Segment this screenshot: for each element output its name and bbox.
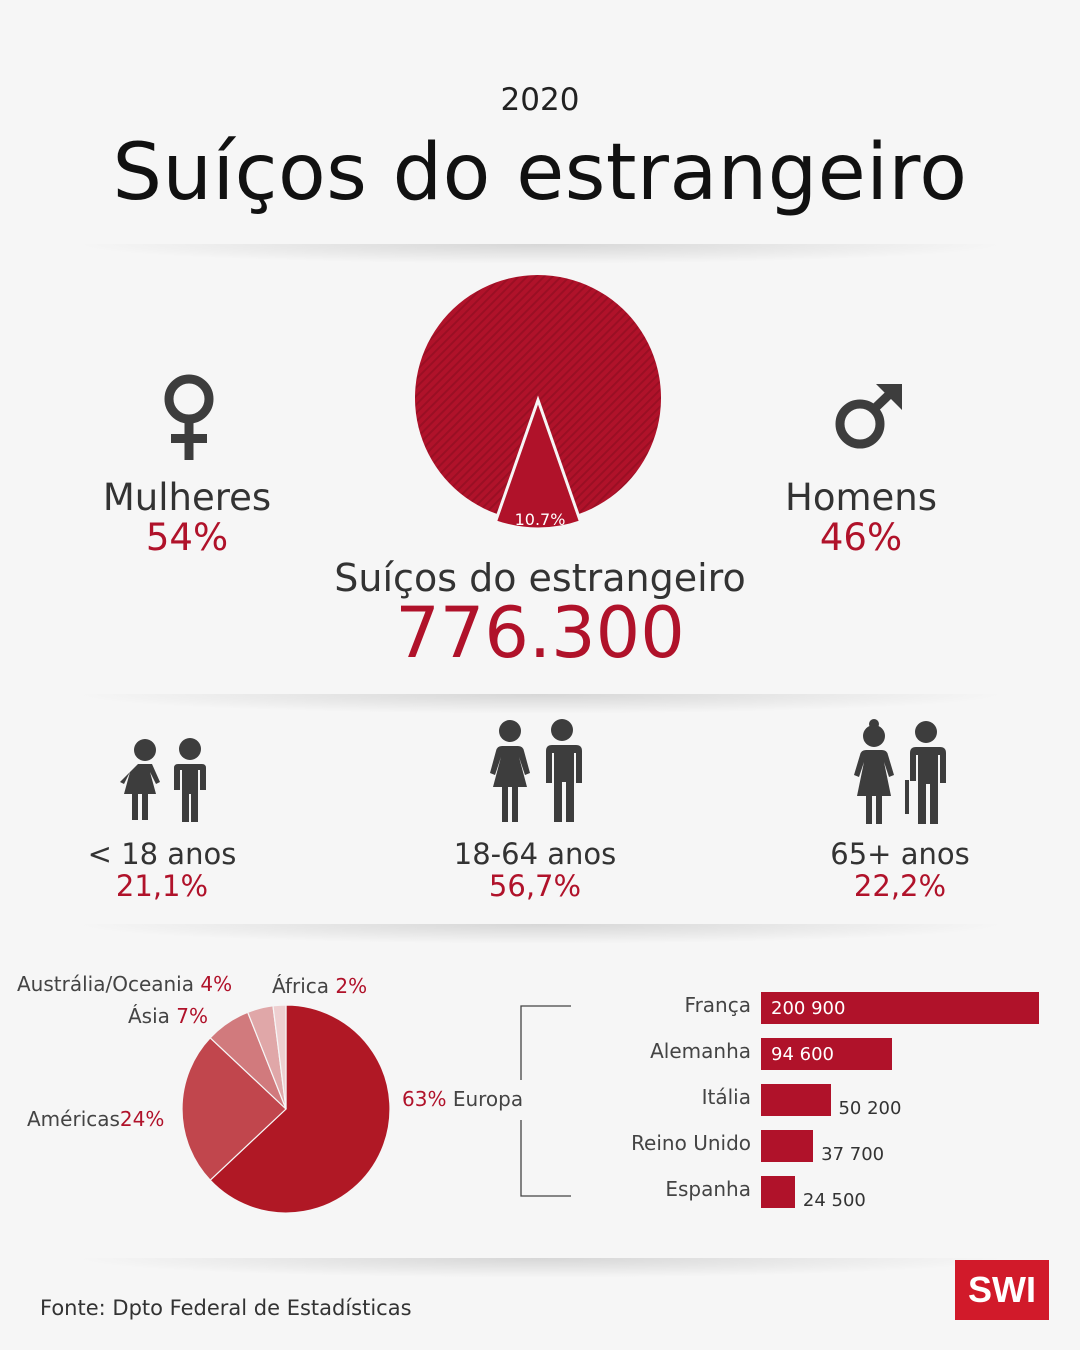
bar-category-label: França	[684, 993, 751, 1017]
divider	[70, 924, 1010, 944]
abroad-total: 776.300	[395, 592, 685, 674]
age-group-value: 56,7%	[488, 869, 582, 903]
pie-label-americas: Américas24%	[27, 1107, 165, 1131]
bar-category-label: Espanha	[665, 1177, 751, 1201]
divider	[70, 1258, 1010, 1278]
female-icon	[164, 374, 214, 460]
seniors-icon	[854, 719, 946, 824]
divider	[70, 694, 1010, 714]
pie-slice-0	[209, 1004, 391, 1214]
male-icon	[835, 384, 902, 449]
pie-label-asia: Ásia 7%	[128, 1004, 209, 1028]
source-note: Fonte: Dpto Federal de Estadísticas	[40, 1296, 412, 1320]
bar	[761, 992, 1039, 1024]
age-group-value: 22,2%	[853, 869, 947, 903]
bar	[761, 1130, 814, 1162]
pie-label-africa: África 2%	[272, 974, 368, 998]
age-group-label: 18-64 anos	[453, 837, 617, 871]
bar-category-label: Itália	[701, 1085, 751, 1109]
pie-label-europe: 63% Europa	[402, 1087, 524, 1111]
continent-pie	[181, 1004, 391, 1214]
abroad-share-label: 10.7%	[515, 510, 566, 529]
bar-category-label: Alemanha	[650, 1039, 751, 1063]
age-group-label: 65+ anos	[830, 837, 970, 871]
men-value: 46%	[819, 516, 903, 559]
pie-slice-rest	[414, 275, 661, 515]
abroad-share-pie: 10.7%	[414, 275, 661, 531]
women-label: Mulheres	[102, 476, 272, 519]
swi-logo: SWI	[955, 1260, 1049, 1320]
bar-value-label: 24 500	[802, 1190, 866, 1211]
bar-value-label: 200 900	[771, 998, 846, 1019]
bar-value-label: 37 700	[821, 1144, 885, 1165]
pie-label-oceania: Austrália/Oceania 4%	[17, 972, 233, 996]
page-title: Suíços do estrangeiro	[112, 128, 968, 218]
bar	[761, 1038, 892, 1070]
adults-icon	[490, 719, 582, 822]
europe-bracket	[520, 1005, 571, 1197]
pie-slice-4	[272, 1004, 287, 1110]
men-label: Homens	[785, 476, 937, 519]
bar	[761, 1176, 795, 1208]
pie-slice-abroad	[493, 395, 583, 531]
divider	[70, 244, 1010, 264]
age-group-value: 21,1%	[115, 869, 209, 903]
pie-slice-1	[181, 1036, 287, 1182]
year-label: 2020	[500, 82, 580, 118]
children-icon	[120, 738, 206, 822]
bar-value-label: 50 200	[838, 1098, 902, 1119]
age-group-label: < 18 anos	[87, 837, 237, 871]
bar	[761, 1084, 831, 1116]
bar-category-label: Reino Unido	[631, 1131, 751, 1155]
women-value: 54%	[145, 516, 229, 559]
bar-value-label: 94 600	[771, 1044, 834, 1065]
abroad-label: Suíços do estrangeiro	[334, 556, 746, 600]
